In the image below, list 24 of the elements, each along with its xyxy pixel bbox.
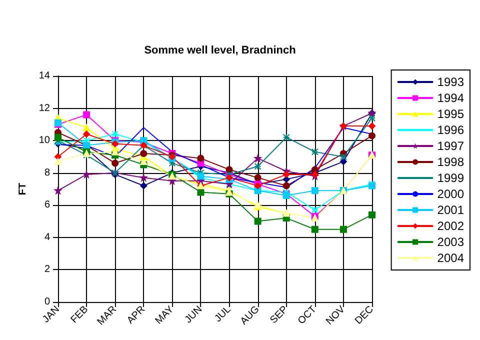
legend-label: 2004 [437,251,464,265]
x-tick-label: JUL [212,304,234,324]
y-tick-label: 4 [44,232,50,243]
legend-label: 1999 [437,171,464,185]
legend-label: 1995 [437,107,464,121]
x-tick-label: SEP [268,304,290,326]
x-tick-label: FEB [68,304,91,326]
y-tick-label: 2 [44,264,50,276]
y-tick-label: 6 [44,200,50,211]
legend-label: 1996 [437,123,464,137]
legend-label: 2003 [437,235,464,249]
y-tick-label: 12 [38,102,50,114]
legend-label: 2000 [437,187,464,201]
y-tick-label: 14 [38,70,50,82]
chart-title: Somme well level, Bradninch [144,44,296,56]
legend-label: 1997 [437,139,464,153]
legend-label: 2002 [437,219,464,233]
legend-label: 1994 [437,91,464,105]
y-tick-label: 8 [44,167,50,178]
y-axis-title: FT [17,182,28,196]
legend-label: 1993 [437,75,464,89]
y-tick-label: 10 [38,135,50,146]
legend-label: 2001 [437,203,464,217]
legend-label: 1998 [437,155,464,169]
